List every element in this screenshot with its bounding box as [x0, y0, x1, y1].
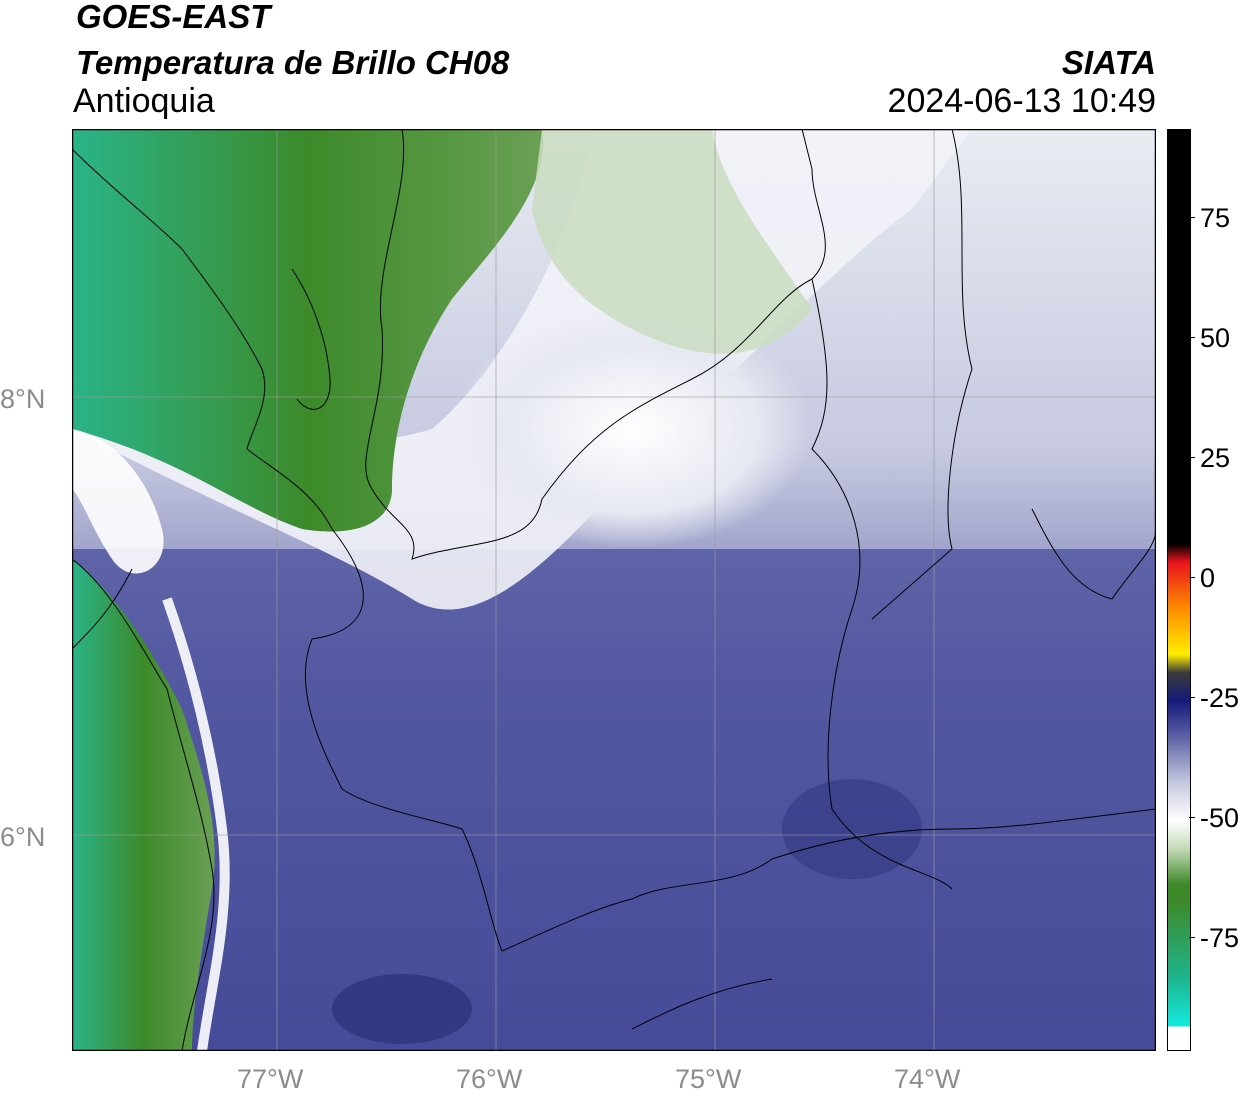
lat-label-6n: 6°N	[0, 822, 46, 852]
colorbar-tick-neg50	[1189, 817, 1195, 818]
lat-label-8n: 8°N	[0, 384, 46, 414]
source-label: SIATA	[1061, 44, 1156, 81]
colorbar-label-neg25: -25	[1200, 683, 1240, 713]
colorbar-tick-0	[1189, 577, 1195, 578]
deep-blue-region	[72, 549, 1156, 1051]
coastline-uraba	[72, 148, 266, 450]
colorbar	[1167, 129, 1191, 1051]
department-boundary	[365, 129, 826, 560]
east-border	[871, 129, 973, 620]
lon-label-77w: 77°W	[237, 1064, 304, 1094]
gridlines	[72, 129, 1156, 1051]
boundaries	[72, 129, 1156, 1051]
map-frame	[72, 129, 1156, 1051]
colorbar-tick-neg25	[1189, 697, 1195, 698]
region-label: Antioquia	[73, 82, 215, 120]
datetime-label: 2024-06-13 10:49	[887, 82, 1156, 120]
lon-label-76w: 76°W	[456, 1064, 523, 1094]
coastal-white-strip	[162, 597, 230, 1051]
cold-patch-1	[782, 779, 922, 879]
inner-boundary-east	[1031, 508, 1156, 600]
department-boundary-east	[811, 278, 953, 890]
green-region-west	[72, 559, 215, 1051]
title-line-2: Temperatura de Brillo CH08	[76, 44, 510, 81]
colorbar-tick-75	[1189, 217, 1195, 218]
southwest-boundary	[72, 568, 133, 650]
lon-label-74w: 74°W	[894, 1064, 961, 1094]
colorbar-tick-neg75	[1189, 937, 1195, 938]
brightness-temperature-map	[72, 129, 1156, 1051]
colorbar-label-neg50: -50	[1200, 803, 1240, 833]
lon-label-75w: 75°W	[675, 1064, 742, 1094]
coastline-pacific	[72, 558, 215, 1051]
coastal-white-edge	[72, 429, 164, 574]
cold-patch-2	[332, 974, 472, 1044]
coastline-gulf	[291, 268, 331, 410]
colorbar-label-0: 0	[1200, 563, 1216, 593]
southern-boundary	[501, 808, 1156, 952]
colorbar-label-50: 50	[1200, 323, 1231, 353]
inner-boundary-south	[631, 978, 773, 1030]
title-line-1: GOES-EAST	[76, 0, 271, 35]
colorbar-tick-50	[1189, 337, 1195, 338]
colorbar-tick-25	[1189, 457, 1195, 458]
colorbar-label-neg75: -75	[1200, 923, 1240, 953]
pale-green-region	[532, 129, 812, 354]
department-boundary-south	[246, 448, 503, 952]
cold-core	[452, 309, 812, 549]
colorbar-label-25: 25	[1200, 443, 1231, 473]
colorbar-label-75: 75	[1200, 203, 1231, 233]
green-region-north	[72, 129, 544, 532]
